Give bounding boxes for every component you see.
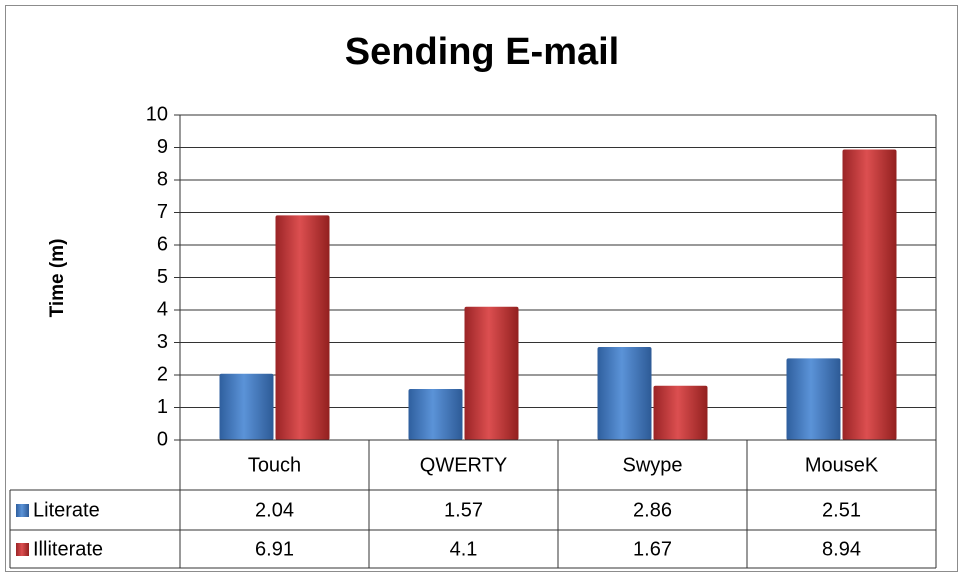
y-tick-label: 0	[157, 428, 168, 450]
y-tick-label: 9	[157, 136, 168, 158]
y-axis-label: Time (m)	[47, 239, 68, 318]
table-value: 4.1	[450, 538, 478, 560]
y-tick-label: 3	[157, 331, 168, 353]
y-tick-label: 8	[157, 168, 168, 190]
y-tick-label: 10	[146, 103, 168, 125]
y-tick-label: 1	[157, 396, 168, 418]
y-tick-label: 6	[157, 233, 168, 255]
chart-border	[5, 5, 958, 572]
table-value: 8.94	[822, 538, 861, 560]
bar	[842, 149, 897, 440]
chart-title: Sending E-mail	[345, 31, 619, 73]
bar	[464, 306, 519, 440]
y-tick-label: 4	[157, 298, 168, 320]
table-value: 1.57	[444, 499, 483, 521]
bar	[408, 388, 463, 440]
bar	[275, 215, 330, 440]
x-tick-label: Swype	[622, 454, 682, 476]
table-value: 2.86	[633, 499, 672, 521]
bar	[786, 358, 841, 440]
x-tick-label: MouseK	[805, 454, 879, 476]
x-tick-label: QWERTY	[420, 454, 507, 476]
legend-label: Illiterate	[33, 538, 103, 560]
y-tick-label: 7	[157, 201, 168, 223]
table-value: 1.67	[633, 538, 672, 560]
bar	[219, 373, 274, 440]
table-value: 6.91	[255, 538, 294, 560]
legend-key	[16, 543, 29, 556]
table-value: 2.04	[255, 499, 294, 521]
y-tick-label: 2	[157, 363, 168, 385]
x-tick-label: Touch	[248, 454, 301, 476]
table-value: 2.51	[822, 499, 861, 521]
legend-key	[16, 504, 29, 517]
bar	[653, 385, 708, 440]
legend-label: Literate	[33, 499, 100, 521]
y-tick-label: 5	[157, 266, 168, 288]
bar	[597, 347, 652, 440]
